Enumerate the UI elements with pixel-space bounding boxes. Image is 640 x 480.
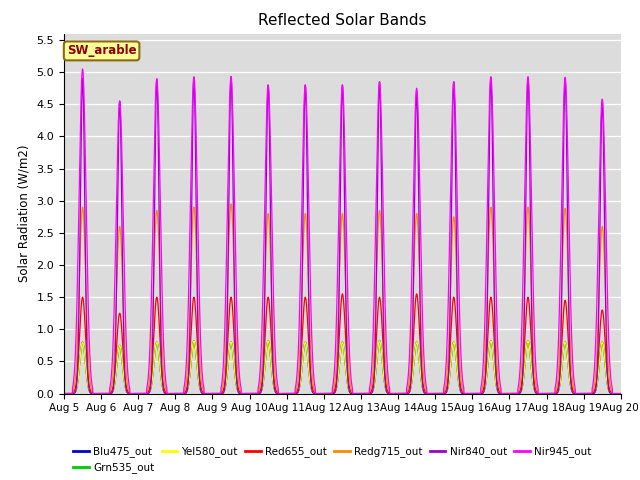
Yel580_out: [617, 391, 625, 396]
Blu475_out: [190, 338, 198, 344]
Nir840_out: [247, 391, 255, 396]
Redg715_out: [491, 291, 499, 297]
Blu475_out: [119, 367, 127, 373]
Nir840_out: [617, 391, 625, 396]
Nir840_out: [119, 298, 127, 304]
Redg715_out: [247, 391, 255, 396]
Line: Nir840_out: Nir840_out: [64, 77, 621, 394]
Blu475_out: [127, 391, 135, 396]
Redg715_out: [127, 391, 135, 396]
Nir840_out: [227, 74, 235, 80]
Redg715_out: [446, 300, 454, 306]
Nir840_out: [491, 307, 499, 313]
Blu475_out: [491, 368, 499, 373]
Nir945_out: [617, 391, 625, 396]
Yel580_out: [329, 391, 337, 396]
Nir840_out: [329, 391, 337, 396]
Line: Nir945_out: Nir945_out: [64, 69, 621, 394]
Red655_out: [617, 391, 625, 396]
Red655_out: [127, 391, 135, 396]
Line: Blu475_out: Blu475_out: [64, 341, 621, 394]
Line: Red655_out: Red655_out: [64, 294, 621, 394]
Grn535_out: [617, 391, 625, 396]
Nir945_out: [329, 384, 337, 389]
Nir945_out: [119, 211, 127, 217]
Yel580_out: [60, 391, 68, 396]
Yel580_out: [119, 367, 127, 373]
Red655_out: [446, 346, 454, 352]
Grn535_out: [491, 368, 499, 373]
Nir945_out: [247, 391, 255, 396]
Red655_out: [60, 391, 68, 396]
Nir840_out: [446, 316, 454, 322]
Nir945_out: [491, 204, 499, 209]
Blu475_out: [247, 391, 255, 396]
Legend: Blu475_out, Grn535_out, Yel580_out, Red655_out, Redg715_out, Nir840_out, Nir945_: Blu475_out, Grn535_out, Yel580_out, Red6…: [69, 442, 595, 478]
Grn535_out: [119, 367, 127, 373]
Grn535_out: [329, 391, 337, 396]
Nir945_out: [60, 391, 68, 396]
Blu475_out: [329, 391, 337, 396]
Grn535_out: [127, 391, 135, 396]
Yel580_out: [190, 338, 198, 344]
Yel580_out: [491, 368, 499, 373]
Title: Reflected Solar Bands: Reflected Solar Bands: [258, 13, 427, 28]
Red655_out: [339, 291, 346, 297]
Redg715_out: [617, 391, 625, 396]
Nir945_out: [127, 391, 135, 396]
Red655_out: [247, 391, 255, 396]
Grn535_out: [247, 391, 255, 396]
Nir945_out: [446, 214, 454, 219]
Blu475_out: [446, 370, 454, 375]
Nir840_out: [127, 391, 135, 396]
Grn535_out: [190, 338, 198, 344]
Red655_out: [119, 348, 127, 353]
Line: Yel580_out: Yel580_out: [64, 341, 621, 394]
Nir945_out: [79, 66, 86, 72]
Redg715_out: [60, 391, 68, 396]
Yel580_out: [446, 370, 454, 375]
Y-axis label: Solar Radiation (W/m2): Solar Radiation (W/m2): [18, 145, 31, 282]
Line: Redg715_out: Redg715_out: [64, 204, 621, 394]
Redg715_out: [329, 389, 337, 395]
Redg715_out: [119, 294, 127, 300]
Redg715_out: [227, 201, 235, 207]
Yel580_out: [247, 391, 255, 396]
Blu475_out: [617, 391, 625, 396]
Line: Grn535_out: Grn535_out: [64, 341, 621, 394]
Nir840_out: [60, 391, 68, 396]
Red655_out: [329, 390, 337, 396]
Grn535_out: [60, 391, 68, 396]
Yel580_out: [127, 391, 135, 396]
Red655_out: [491, 344, 499, 349]
Text: SW_arable: SW_arable: [67, 44, 136, 58]
Blu475_out: [60, 391, 68, 396]
Grn535_out: [446, 370, 454, 375]
